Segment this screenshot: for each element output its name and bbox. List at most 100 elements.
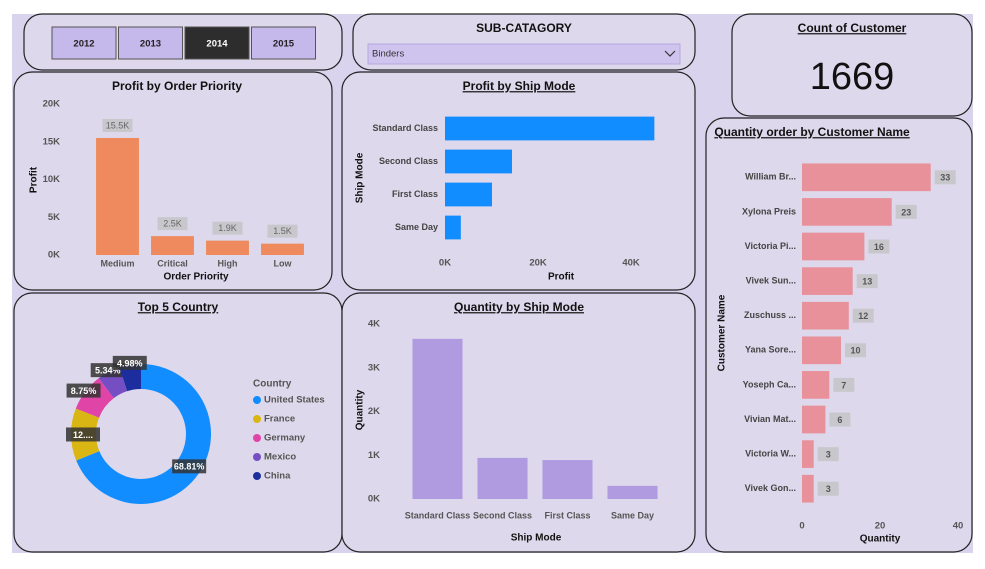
card-panel — [731, 13, 973, 117]
year-label[interactable]: 2014 — [206, 39, 228, 50]
year-label[interactable]: 2013 — [140, 39, 161, 50]
legend-label: Germany — [264, 433, 306, 444]
bar — [477, 457, 528, 499]
legend-label: France — [264, 414, 295, 425]
y-tick-label: Standard Class — [372, 123, 438, 133]
value-label-box — [852, 308, 874, 323]
value-label: 15.5K — [106, 120, 130, 130]
y-tick-label: Vivek Sun... — [746, 275, 796, 285]
bar — [445, 116, 655, 141]
value-label: 12.... — [73, 430, 93, 440]
value-label: 2.5K — [163, 219, 182, 229]
bar — [802, 371, 830, 399]
bar — [96, 137, 139, 255]
y-tick-label: 10K — [43, 174, 61, 185]
x-tick-label: Second Class — [473, 510, 532, 520]
legend-label: Mexico — [264, 452, 296, 463]
y-tick-label: Zuschuss ... — [744, 310, 796, 320]
y-axis-title: Quantity — [355, 389, 366, 430]
y-tick-label: Victoria Pi... — [745, 241, 796, 251]
value-label: 1.5K — [273, 226, 292, 236]
year-button[interactable] — [184, 26, 250, 60]
y-tick-label: Yoseph Ca... — [743, 379, 796, 389]
value-label: 1.9K — [218, 223, 237, 233]
y-tick-label: Xylona Preis — [742, 206, 796, 216]
y-tick-label: Victoria W... — [745, 448, 796, 458]
y-tick-label: 5K — [48, 212, 60, 223]
y-tick-label: Vivian Mat... — [744, 414, 796, 424]
value-label-box — [829, 412, 851, 427]
bar — [445, 149, 512, 174]
chart-title: Top 5 Country — [138, 300, 219, 314]
y-tick-label: Same Day — [395, 222, 438, 232]
bar — [802, 267, 853, 295]
value-label-box — [856, 274, 878, 289]
year-button[interactable] — [118, 26, 183, 60]
legend-label: China — [264, 471, 291, 482]
y-tick-label: 2K — [368, 406, 380, 417]
dropdown-value[interactable]: Binders — [372, 49, 404, 60]
chevron[interactable] — [664, 50, 676, 57]
value-label-box — [102, 118, 133, 132]
x-tick-label: 0 — [799, 521, 804, 532]
x-tick-label: Medium — [100, 258, 134, 268]
value-label: 12 — [858, 311, 868, 321]
legend-label: United States — [264, 395, 325, 406]
value-label: 7 — [841, 380, 846, 390]
y-tick-label: Second Class — [379, 156, 438, 166]
x-tick-label: Low — [274, 258, 293, 268]
panel — [341, 71, 696, 291]
y-tick-label: 0K — [48, 250, 60, 261]
x-axis-title: Quantity — [860, 534, 901, 545]
y-tick-label: First Class — [392, 189, 438, 199]
x-tick-label: Same Day — [611, 510, 654, 520]
year-button[interactable] — [251, 26, 316, 60]
chart-title: Quantity by Ship Mode — [454, 300, 584, 314]
value-label-box — [66, 383, 101, 398]
bar — [802, 474, 814, 503]
y-tick-label: 4K — [368, 319, 380, 330]
y-tick-label: 0K — [368, 494, 380, 505]
value-label: 8.75% — [71, 386, 97, 396]
x-tick-label: Standard Class — [405, 510, 471, 520]
value-label: 4.98% — [117, 358, 143, 368]
card-value: 1669 — [810, 56, 895, 98]
year-label[interactable]: 2012 — [73, 39, 94, 50]
value-label: 5.34% — [95, 366, 121, 376]
value-label: 16 — [874, 242, 884, 252]
value-label-box — [845, 343, 866, 358]
x-axis-title: Ship Mode — [511, 533, 562, 544]
value-label: 68.81% — [174, 462, 205, 472]
card-title: Count of Customer — [798, 21, 907, 35]
value-label-box — [817, 481, 839, 496]
value-label-box — [868, 239, 890, 254]
chart-title: Quantity order by Customer Name — [714, 125, 910, 139]
chart-title: Profit by Order Priority — [112, 79, 242, 93]
value-label: 3 — [826, 484, 831, 494]
bar — [445, 182, 492, 207]
chart-title: Profit by Ship Mode — [463, 79, 576, 93]
donut-slice — [75, 378, 114, 418]
bar — [445, 215, 461, 240]
bar — [802, 405, 826, 434]
y-axis-title: Ship Mode — [355, 152, 366, 203]
slicer-title: SUB-CATAGORY — [476, 21, 572, 35]
value-label-box — [172, 459, 207, 474]
legend-marker — [253, 472, 261, 480]
bar — [802, 198, 892, 226]
year-label[interactable]: 2015 — [273, 39, 295, 50]
dropdown[interactable] — [367, 43, 681, 65]
x-axis-title: Order Priority — [163, 272, 228, 283]
x-tick-label: High — [218, 258, 238, 268]
x-tick-label: 40K — [622, 258, 640, 269]
y-tick-label: 15K — [43, 136, 61, 147]
value-label-box — [157, 217, 188, 231]
x-tick-label: 20K — [529, 258, 547, 269]
year-button[interactable] — [51, 26, 117, 60]
bar — [261, 243, 304, 255]
legend-marker — [253, 453, 261, 461]
panel — [13, 71, 333, 291]
bar — [607, 485, 658, 499]
y-tick-label: William Br... — [745, 172, 796, 182]
